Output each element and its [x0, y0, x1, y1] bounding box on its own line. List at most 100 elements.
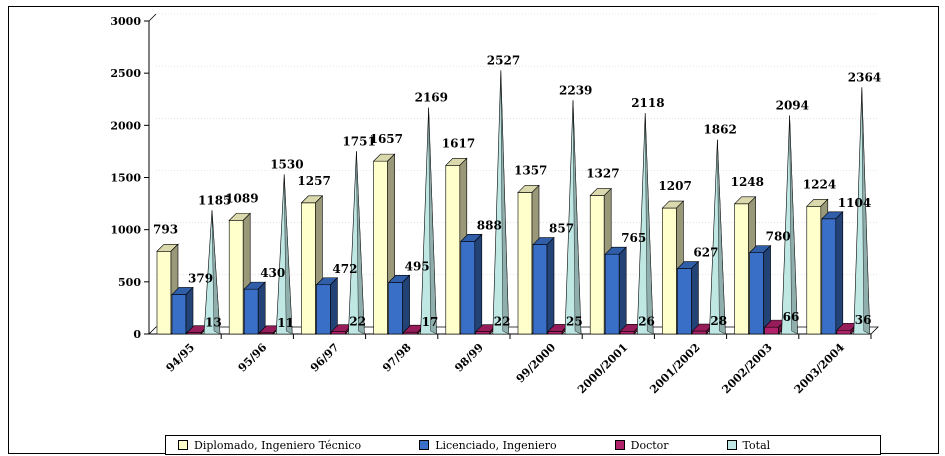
- data-labels: 7933791311851089430111530125747222175116…: [153, 53, 881, 330]
- bar-front: [156, 250, 172, 335]
- cone-side: [861, 87, 871, 335]
- data-label: 857: [549, 222, 574, 236]
- bar-side: [546, 236, 555, 335]
- bar-front: [388, 282, 403, 335]
- bar-licenciado: [315, 277, 339, 335]
- bar-front: [547, 331, 563, 335]
- bar-front: [532, 244, 548, 335]
- data-label-total: 2364: [848, 70, 881, 84]
- bar-side: [474, 233, 483, 335]
- chart-frame: 0 500 1000 1500 2000 2500 3000 793 379 13 1185 108…: [8, 6, 939, 455]
- data-label: 472: [332, 262, 357, 276]
- data-label: 26: [638, 314, 655, 328]
- bar-licenciado: [243, 281, 266, 335]
- bar-total: [709, 139, 726, 335]
- data-label: 66: [783, 310, 800, 324]
- x-tick-label: 98/99: [452, 341, 486, 375]
- legend-item: Total: [726, 438, 771, 452]
- cone-side: [500, 70, 510, 335]
- bar-front: [475, 331, 491, 335]
- bar-side: [185, 286, 194, 335]
- bar-front: [301, 202, 316, 335]
- data-label-total: 2118: [631, 96, 664, 110]
- data-label: 1104: [838, 196, 871, 210]
- data-label: 1357: [514, 163, 547, 177]
- bar-side: [618, 246, 627, 335]
- data-label: 1089: [225, 191, 258, 205]
- cone-side: [572, 100, 582, 335]
- bar-licenciado: [676, 260, 700, 335]
- bars: [156, 70, 871, 335]
- legend-label: Doctor: [630, 438, 669, 452]
- data-label: 28: [710, 314, 727, 328]
- bar-front: [619, 330, 635, 335]
- bar-total: [781, 115, 798, 335]
- data-label: 430: [260, 266, 285, 280]
- x-tick-label: 2001/2002: [647, 341, 702, 396]
- y-tick-label: 1000: [110, 224, 141, 237]
- cone-side: [789, 115, 798, 335]
- bar-chart: 0 500 1000 1500 2000 2500 3000 793 379 13 1185108…: [110, 13, 881, 397]
- legend-swatch: [419, 440, 430, 450]
- bar-front: [662, 207, 677, 335]
- cone-side: [645, 113, 654, 335]
- bar-front: [460, 241, 476, 335]
- data-label: 1327: [586, 167, 619, 181]
- legend-swatch: [178, 440, 188, 450]
- data-label: 36: [855, 313, 872, 327]
- y-tick-label: 500: [118, 276, 141, 289]
- bar-licenciado: [604, 246, 627, 335]
- bar-total: [853, 87, 871, 335]
- x-tick-label: 96/97: [308, 341, 342, 375]
- data-label-total: 2169: [415, 91, 448, 105]
- bar-licenciado: [460, 233, 483, 335]
- legend-item: Doctor: [614, 438, 669, 452]
- legend-label: Total: [742, 438, 771, 452]
- bar-side: [763, 244, 771, 335]
- data-label-total: 2527: [487, 53, 520, 67]
- bar-front: [764, 326, 779, 335]
- bar-total: [636, 113, 654, 335]
- bar-front: [604, 253, 620, 335]
- bar-front: [821, 218, 837, 335]
- data-label-total: 1862: [703, 123, 736, 137]
- legend-item: Diplomado, Ingeniero Técnico: [178, 439, 361, 452]
- data-label: 13: [205, 316, 222, 330]
- bar-front: [589, 195, 605, 335]
- data-label: 793: [153, 222, 178, 236]
- data-label: 379: [188, 271, 213, 285]
- data-label-total: 1751: [342, 134, 375, 148]
- x-tick-label: 2003/2004: [792, 341, 848, 397]
- bar-side: [691, 260, 699, 335]
- axis-depth-top: [148, 13, 157, 22]
- data-label: 17: [422, 315, 439, 329]
- data-label-total: 1185: [198, 193, 231, 207]
- cone-side: [717, 139, 726, 335]
- data-label: 1617: [442, 136, 475, 150]
- data-label: 1207: [658, 179, 691, 193]
- cone-side: [356, 151, 365, 335]
- bar-total: [348, 151, 365, 335]
- data-label: 1257: [297, 174, 330, 188]
- bar-front: [228, 220, 244, 335]
- bar-side: [257, 281, 266, 335]
- bar-total: [420, 107, 437, 335]
- y-tick-label: 1500: [110, 172, 141, 185]
- legend: Diplomado, Ingeniero Técnico Licenciado, …: [165, 435, 881, 455]
- bar-total: [492, 70, 510, 335]
- data-label: 22: [349, 315, 366, 329]
- bar-front: [806, 205, 822, 335]
- bar-front: [517, 192, 533, 335]
- bar-front: [445, 164, 461, 335]
- legend-swatch: [726, 440, 737, 450]
- legend-swatch: [614, 440, 625, 450]
- x-tick-label: 2000/2001: [575, 341, 630, 396]
- x-tick-label: 2002/2003: [719, 341, 774, 396]
- bar-licenciado: [821, 211, 844, 335]
- bar-total: [564, 100, 582, 335]
- bar-licenciado: [387, 274, 411, 335]
- data-label: 1224: [803, 177, 836, 191]
- y-tick-label: 2000: [110, 119, 141, 132]
- cone-side: [284, 174, 293, 335]
- bar-side: [330, 277, 338, 335]
